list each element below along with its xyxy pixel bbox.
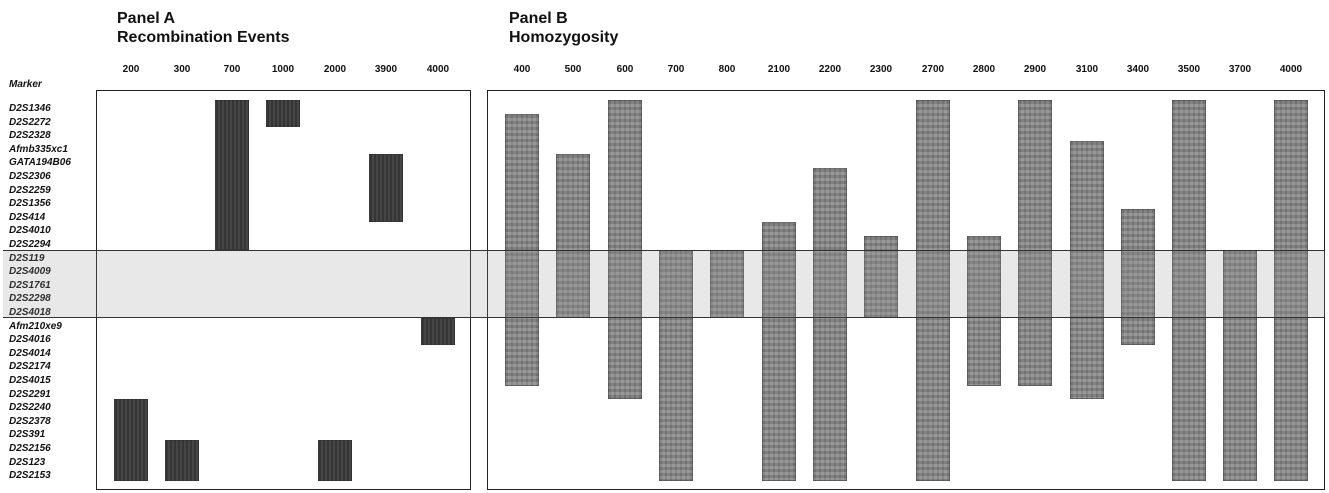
panel-a-column-label: 700 bbox=[223, 64, 241, 75]
panel-b-column-label: 4000 bbox=[1279, 64, 1303, 75]
panel-a-column-label: 2000 bbox=[323, 64, 347, 75]
marker-label: D2S2272 bbox=[9, 116, 51, 128]
panel-a-label: Panel A bbox=[117, 10, 176, 27]
marker-label: GATA194B06 bbox=[9, 157, 71, 169]
recombination-event-bar bbox=[215, 100, 249, 250]
panel-b-label: Panel B bbox=[509, 10, 568, 27]
marker-label: D2S2328 bbox=[9, 130, 51, 142]
homozygosity-bar bbox=[1121, 208, 1155, 345]
marker-label: D2S2291 bbox=[9, 388, 51, 400]
recombination-event-bar bbox=[369, 154, 403, 223]
panel-b-column-label: 2200 bbox=[818, 64, 842, 75]
recombination-event-bar bbox=[318, 440, 352, 481]
marker-label: D2S2306 bbox=[9, 171, 51, 182]
panel-b-subtitle: Homozygosity bbox=[509, 29, 619, 46]
marker-label: D2S2259 bbox=[9, 184, 51, 196]
marker-label: D2S2298 bbox=[9, 293, 51, 305]
marker-label: D2S4009 bbox=[9, 266, 51, 278]
marker-label: D2S4016 bbox=[9, 334, 51, 346]
panel-a-subtitle: Recombination Events bbox=[117, 29, 290, 46]
panel-b-column-label: 3500 bbox=[1177, 64, 1201, 75]
panel-b-column-label: 600 bbox=[616, 64, 634, 75]
recombination-event-bar bbox=[266, 100, 300, 128]
marker-label: D2S2294 bbox=[9, 239, 51, 250]
recombination-event-bar bbox=[114, 399, 148, 481]
homozygosity-bar bbox=[762, 222, 796, 481]
marker-label: D2S2240 bbox=[9, 402, 51, 414]
marker-label: Afmb335xc1 bbox=[9, 143, 68, 155]
homozygosity-bar bbox=[710, 249, 744, 318]
homozygosity-bar bbox=[1070, 140, 1104, 400]
marker-label: D2S4010 bbox=[9, 225, 51, 237]
recombination-event-bar bbox=[421, 317, 455, 345]
panel-b-column-label: 2800 bbox=[972, 64, 996, 75]
marker-label: D2S2174 bbox=[9, 361, 51, 373]
panel-b-column-label: 2100 bbox=[767, 64, 791, 75]
marker-label: D2S2378 bbox=[9, 415, 51, 427]
marker-label: D2S1761 bbox=[9, 279, 51, 291]
marker-label: D2S123 bbox=[9, 456, 46, 468]
panel-a-column-label: 3900 bbox=[374, 64, 398, 75]
panel-b-column-label: 2900 bbox=[1023, 64, 1047, 75]
marker-label: Afm210xe9 bbox=[9, 320, 62, 332]
homozygosity-bar bbox=[556, 154, 590, 318]
marker-label: D2S1356 bbox=[9, 198, 51, 210]
homozygosity-bar bbox=[916, 100, 950, 481]
panel-b-column-label: 500 bbox=[564, 64, 582, 75]
panel-a-column-label: 1000 bbox=[271, 64, 295, 75]
marker-column-header: Marker bbox=[9, 79, 42, 90]
marker-label: D2S4015 bbox=[9, 375, 51, 386]
marker-label: D2S4018 bbox=[9, 307, 51, 318]
marker-label: D2S119 bbox=[9, 252, 45, 264]
panel-b-column-label: 400 bbox=[513, 64, 531, 75]
panel-a-column-label: 300 bbox=[173, 64, 191, 75]
homozygosity-bar bbox=[1172, 100, 1206, 481]
panel-b-column-label: 3700 bbox=[1228, 64, 1252, 75]
panel-b-column-label: 800 bbox=[718, 64, 736, 75]
homozygosity-bar bbox=[967, 236, 1001, 386]
marker-label: D2S391 bbox=[9, 429, 46, 441]
homozygosity-bar bbox=[1223, 249, 1257, 481]
homozygosity-bar bbox=[1018, 100, 1052, 386]
panel-a-frame bbox=[96, 90, 471, 490]
recombination-event-bar bbox=[165, 440, 199, 481]
homozygosity-bar bbox=[1274, 100, 1308, 481]
marker-label: D2S2153 bbox=[9, 470, 51, 482]
marker-label: D2S2156 bbox=[9, 443, 51, 454]
homozygosity-bar bbox=[659, 249, 693, 481]
panel-b-column-label: 2300 bbox=[869, 64, 893, 75]
shared-interval-band bbox=[3, 249, 1325, 318]
panel-a-column-label: 200 bbox=[122, 64, 140, 75]
panel-b-column-label: 2700 bbox=[921, 64, 945, 75]
panel-b-column-label: 700 bbox=[667, 64, 685, 75]
panel-a-column-label: 4000 bbox=[426, 64, 450, 75]
homozygosity-bar bbox=[813, 168, 847, 481]
panel-b-frame bbox=[487, 90, 1325, 490]
marker-label: D2S414 bbox=[9, 211, 46, 223]
panel-b-column-label: 3400 bbox=[1126, 64, 1150, 75]
panel-b-column-label: 3100 bbox=[1075, 64, 1099, 75]
marker-label: D2S4014 bbox=[9, 347, 51, 359]
marker-label: D2S1346 bbox=[9, 103, 51, 114]
